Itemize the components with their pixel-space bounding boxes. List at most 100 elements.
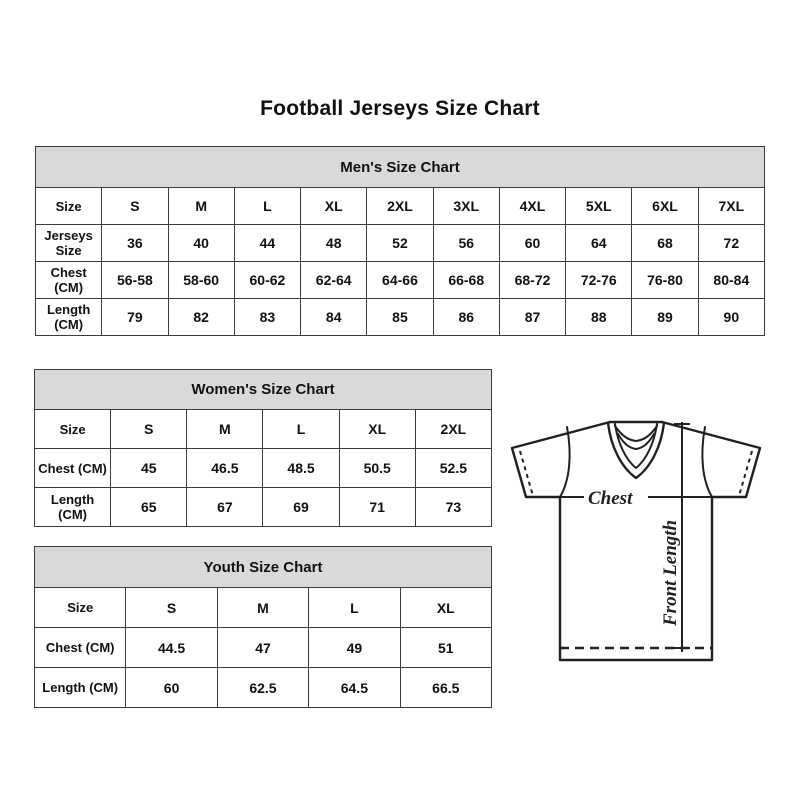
table-cell: 71 (338, 487, 416, 527)
mens-header-2xl: 2XL (366, 187, 434, 225)
mens-header-xl: XL (300, 187, 368, 225)
mens-header-m: M (167, 187, 235, 225)
table-cell: 67 (186, 487, 264, 527)
table-cell: 88 (565, 298, 633, 336)
table-cell: 89 (631, 298, 699, 336)
mens-row-label-chest: Chest (CM) (34, 261, 103, 299)
table-cell: 62-64 (300, 261, 368, 299)
table-cell: 65 (110, 487, 188, 527)
table-cell: 64-66 (366, 261, 434, 299)
table-cell: 83 (233, 298, 302, 336)
womens-header-s: S (110, 409, 188, 449)
womens-header-m: M (186, 409, 264, 449)
table-cell: 51 (399, 627, 493, 668)
womens-header-l: L (262, 409, 340, 449)
table-cell: 64.5 (308, 667, 401, 708)
shirt-right-armhole-seam (701, 426, 713, 498)
table-cell: 66-68 (432, 261, 500, 299)
womens-row-label-chest: Chest (CM) (33, 448, 112, 488)
table-cell: 87 (498, 298, 567, 336)
table-cell: 52.5 (414, 448, 493, 488)
shirt-torso-outline (558, 495, 714, 662)
shirt-vneck-outer (606, 421, 666, 480)
youth-header-m: M (216, 587, 310, 628)
mens-header-4xl: 4XL (498, 187, 567, 225)
table-cell: 44 (233, 224, 302, 262)
table-cell: 73 (414, 487, 493, 527)
table-cell: 79 (101, 298, 169, 336)
table-cell: 56-58 (101, 261, 169, 299)
youth-header-size: Size (33, 587, 127, 628)
table-cell: 72 (697, 224, 766, 262)
youth-size-chart-table: Youth Size Chart Size S M L XL Chest (CM… (33, 546, 493, 708)
mens-row-label-length: Length (CM) (34, 298, 103, 336)
table-cell: 56 (432, 224, 500, 262)
womens-header-size: Size (33, 409, 112, 449)
mens-header-3xl: 3XL (432, 187, 500, 225)
mens-table-caption: Men's Size Chart (35, 146, 765, 188)
table-row: Length (CM) 79 82 83 84 85 86 87 88 89 9… (34, 298, 766, 336)
table-cell: 60 (125, 667, 218, 708)
table-cell: 76-80 (631, 261, 699, 299)
table-cell: 82 (167, 298, 235, 336)
mens-header-l: L (233, 187, 302, 225)
shirt-right-cuff-stitch (738, 450, 753, 497)
table-cell: 44.5 (125, 627, 218, 668)
table-cell: 85 (366, 298, 434, 336)
table-cell: 64 (565, 224, 633, 262)
front-length-label: Front Length (660, 520, 681, 627)
table-row: Chest (CM) 56-58 58-60 60-62 62-64 64-66… (34, 261, 766, 299)
shirt-vneck-band-2 (614, 425, 658, 443)
mens-header-s: S (101, 187, 169, 225)
table-cell: 60 (498, 224, 567, 262)
table-row: Length (CM) 65 67 69 71 73 (33, 487, 493, 527)
table-header-row: Size S M L XL 2XL 3XL 4XL 5XL 6XL 7XL (34, 187, 766, 225)
table-caption-row: Youth Size Chart (34, 546, 492, 588)
table-row: Chest (CM) 45 46.5 48.5 50.5 52.5 (33, 448, 493, 488)
youth-row-label-length: Length (CM) (33, 667, 127, 708)
shirt-left-armhole-seam (559, 426, 571, 498)
table-cell: 52 (366, 224, 434, 262)
table-cell: 80-84 (697, 261, 766, 299)
mens-row-label-jerseys-size: Jerseys Size (34, 224, 103, 262)
shirt-right-sleeve-outline (660, 420, 762, 499)
shirt-vneck-band-1 (614, 423, 658, 470)
table-cell: 46.5 (186, 448, 264, 488)
table-cell: 36 (101, 224, 169, 262)
womens-header-2xl: 2XL (414, 409, 493, 449)
womens-header-xl: XL (338, 409, 416, 449)
youth-header-s: S (125, 587, 218, 628)
table-cell: 48.5 (262, 448, 340, 488)
table-cell: 86 (432, 298, 500, 336)
table-cell: 90 (697, 298, 766, 336)
table-header-row: Size S M L XL 2XL (33, 409, 493, 449)
womens-table-caption: Women's Size Chart (34, 369, 492, 410)
youth-header-l: L (308, 587, 401, 628)
table-row: Jerseys Size 36 40 44 48 52 56 60 64 68 … (34, 224, 766, 262)
table-cell: 58-60 (167, 261, 235, 299)
table-cell: 68-72 (498, 261, 567, 299)
mens-header-6xl: 6XL (631, 187, 699, 225)
shirt-vneck-band-3 (617, 433, 655, 451)
shirt-left-cuff-stitch (519, 450, 534, 497)
page-title: Football Jerseys Size Chart (260, 97, 540, 120)
jersey-measurement-diagram: Chest Front Length (498, 396, 794, 696)
table-row: Length (CM) 60 62.5 64.5 66.5 (33, 667, 493, 708)
table-cell: 50.5 (338, 448, 416, 488)
table-cell: 48 (300, 224, 368, 262)
table-cell: 62.5 (216, 667, 310, 708)
table-cell: 66.5 (399, 667, 493, 708)
table-cell: 69 (262, 487, 340, 527)
table-cell: 84 (300, 298, 368, 336)
table-cell: 40 (167, 224, 235, 262)
mens-header-size: Size (34, 187, 103, 225)
mens-header-5xl: 5XL (565, 187, 633, 225)
table-cell: 47 (216, 627, 310, 668)
mens-size-chart-table: Men's Size Chart Size S M L XL 2XL 3XL 4… (34, 146, 766, 336)
womens-size-chart-table: Women's Size Chart Size S M L XL 2XL Che… (33, 369, 493, 527)
table-cell: 49 (308, 627, 401, 668)
mens-header-7xl: 7XL (697, 187, 766, 225)
table-caption-row: Women's Size Chart (34, 369, 492, 410)
table-row: Chest (CM) 44.5 47 49 51 (33, 627, 493, 668)
table-cell: 60-62 (233, 261, 302, 299)
